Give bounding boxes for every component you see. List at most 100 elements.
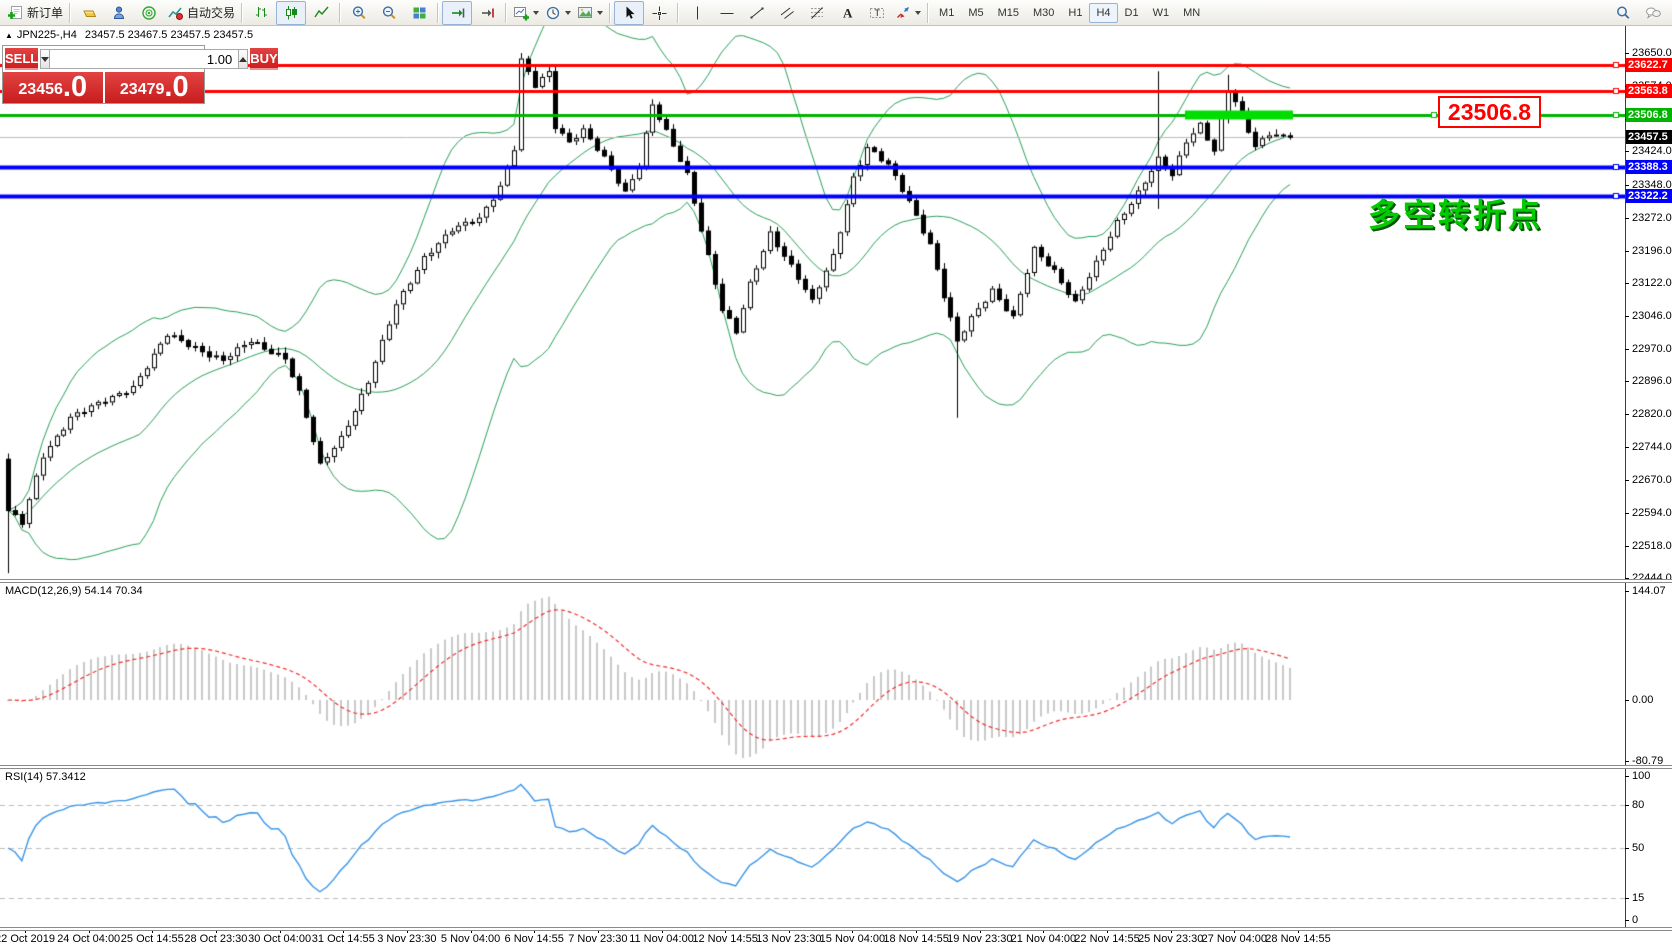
date-label: 22 Oct 2019: [0, 933, 55, 945]
chart-ohlc-values: 23457.5 23467.5 23457.5 23457.5: [84, 29, 254, 41]
macd-tick-mark: [1625, 761, 1629, 763]
auto-trading-button[interactable]: 自动交易: [164, 1, 238, 25]
price-tick-mark: [1625, 512, 1629, 514]
macd-tick-label: 144.07: [1632, 585, 1666, 598]
bar-chart-button[interactable]: [246, 1, 276, 25]
date-label: 18 Nov 14:55: [883, 933, 949, 945]
buy-button[interactable]: BUY: [250, 48, 278, 70]
search-button[interactable]: [1608, 1, 1638, 25]
market-watch-button[interactable]: [74, 1, 104, 25]
timeframe-h1[interactable]: H1: [1068, 6, 1083, 19]
macd-tick-label: -80.79: [1632, 755, 1664, 768]
zoom-in-button[interactable]: [344, 1, 374, 25]
text-button[interactable]: A: [832, 1, 862, 25]
price-tick-mark: [1625, 447, 1629, 449]
new-chart-icon: [513, 5, 530, 21]
price-tick-mark: [1625, 53, 1629, 54]
sell-button[interactable]: SELL: [5, 48, 39, 70]
macd-indicator-label: MACD(12,26,9) 54.14 70.34: [5, 585, 143, 597]
date-label: 22 Nov 14:55: [1074, 933, 1140, 945]
price-axis-line: [1625, 26, 1626, 929]
volume-increase-button[interactable]: [238, 49, 249, 69]
macd-pane-canvas[interactable]: [0, 583, 1625, 765]
timeframe-mn[interactable]: MN: [1183, 6, 1201, 19]
timeframe-h4[interactable]: H4: [1089, 2, 1118, 23]
templates-button[interactable]: [574, 1, 606, 25]
gold-icon: [81, 5, 98, 21]
timeframe-d1[interactable]: D1: [1124, 6, 1139, 19]
price-tick-label: 23424.0: [1632, 145, 1672, 158]
chart-shift-button[interactable]: [472, 1, 502, 25]
auto-scroll-button[interactable]: [442, 0, 473, 25]
shapes-button[interactable]: [892, 1, 924, 25]
toolbar-separator: [339, 2, 342, 23]
date-tick-mark: [1107, 929, 1108, 933]
svg-text:T: T: [874, 8, 880, 18]
cursor-button[interactable]: [614, 0, 645, 25]
timeframe-w1[interactable]: W1: [1152, 6, 1170, 19]
price-tick-label: 23196.0: [1632, 244, 1672, 257]
date-label: 30 Oct 04:00: [248, 933, 312, 945]
price-tick-mark: [1625, 349, 1629, 350]
date-tick-mark: [215, 929, 217, 933]
price-tick-label: 22670.0: [1632, 473, 1672, 486]
autoscroll-icon: [449, 5, 466, 21]
date-tick-mark: [343, 929, 345, 933]
collapse-triangle-icon[interactable]: ▲: [5, 31, 13, 40]
community-button[interactable]: [1638, 1, 1668, 25]
date-tick-mark: [788, 929, 790, 933]
strategy-tester-button[interactable]: [134, 1, 164, 25]
label-button[interactable]: T: [862, 1, 892, 25]
date-label: 25 Oct 14:55: [120, 933, 184, 945]
channel-button[interactable]: [772, 1, 802, 25]
sell-price-button[interactable]: 23456.0: [3, 72, 103, 103]
timeframe-m30[interactable]: M30: [1033, 6, 1055, 19]
pane-divider-macd[interactable]: [0, 579, 1672, 583]
chat-icon: [1645, 5, 1662, 21]
zoom-out-button[interactable]: [374, 1, 404, 25]
toolbar-separator: [241, 2, 244, 23]
crosshair-button[interactable]: [644, 1, 674, 25]
main-chart-canvas[interactable]: [0, 26, 1625, 579]
line-chart-button[interactable]: [306, 1, 336, 25]
pane-divider-rsi[interactable]: [0, 765, 1672, 769]
price-tick-label: 22896.0: [1632, 375, 1672, 388]
volume-decrease-button[interactable]: [40, 49, 51, 69]
fibonacci-button[interactable]: [802, 1, 832, 25]
price-callout[interactable]: 23506.8: [1438, 96, 1541, 128]
toolbar: 新订单 自动交易 A T M1 M5 M15 M30 H1 H4 D1 W1 MN: [0, 0, 1672, 26]
shapes-icon: [895, 5, 912, 21]
trendline-button[interactable]: [742, 1, 772, 25]
new-chart-button[interactable]: [510, 1, 542, 25]
data-window-button[interactable]: [104, 1, 134, 25]
date-tick-mark: [1170, 929, 1172, 933]
rsi-tick-mark: [1625, 848, 1629, 849]
sell-price-pip: .0: [62, 71, 88, 103]
date-axis-divider: [0, 927, 1672, 931]
rsi-indicator-label: RSI(14) 57.3412: [5, 771, 86, 783]
rsi-tick-mark: [1625, 920, 1629, 921]
tiles-icon: [411, 5, 428, 21]
candlestick-chart-button[interactable]: [276, 0, 307, 25]
bars-icon: [253, 5, 270, 21]
date-label: 27 Nov 04:00: [1201, 933, 1268, 945]
toolbar-separator: [677, 2, 680, 23]
tile-windows-button[interactable]: [404, 1, 434, 25]
horizontal-line-button[interactable]: [712, 1, 742, 25]
date-tick-mark: [1234, 929, 1236, 933]
vertical-line-button[interactable]: [682, 1, 712, 25]
date-tick-mark: [725, 929, 727, 933]
new-order-button[interactable]: 新订单: [4, 1, 66, 25]
rsi-pane-canvas[interactable]: [0, 769, 1625, 927]
periods-button[interactable]: [542, 1, 574, 25]
price-tick-label: 22594.0: [1632, 506, 1672, 519]
volume-input[interactable]: [50, 49, 239, 69]
date-tick-mark: [88, 929, 90, 933]
timeframe-m5[interactable]: M5: [968, 6, 984, 19]
price-tick-mark: [1625, 578, 1629, 579]
timeframe-m1[interactable]: M1: [939, 6, 955, 19]
timeframe-m15[interactable]: M15: [997, 6, 1019, 19]
date-label: 7 Nov 23:30: [568, 933, 628, 945]
rsi-tick-label: 15: [1632, 892, 1645, 905]
buy-price-button[interactable]: 23479.0: [104, 72, 204, 103]
